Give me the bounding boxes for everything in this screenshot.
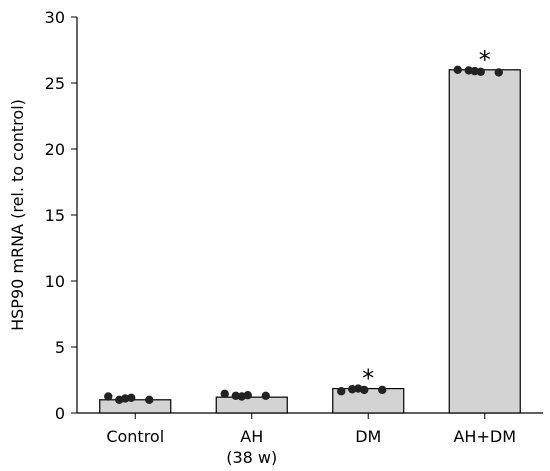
- x-tick-label: (38 w): [226, 448, 277, 467]
- significance-star: *: [362, 365, 374, 393]
- y-tick-label: 20: [45, 140, 65, 159]
- y-tick-label: 0: [55, 404, 65, 423]
- y-tick-labels: 0 5 10 15 20 25 30: [45, 8, 65, 423]
- data-points: [104, 65, 503, 404]
- data-point: [476, 67, 485, 76]
- bar: [215, 396, 288, 414]
- data-point: [494, 68, 503, 77]
- x-tick-label: Control: [106, 427, 164, 446]
- y-tick-label: 25: [45, 74, 65, 93]
- data-point: [104, 392, 113, 401]
- data-point: [337, 387, 346, 396]
- significance-markers: **: [362, 46, 491, 393]
- significance-star: *: [479, 46, 491, 74]
- data-point: [378, 385, 387, 395]
- y-tick-label: 10: [45, 272, 65, 291]
- data-point: [127, 393, 136, 403]
- data-point: [243, 390, 252, 400]
- data-point: [360, 385, 369, 395]
- data-point: [261, 391, 270, 401]
- bar: [448, 69, 521, 414]
- data-point: [145, 395, 154, 404]
- x-tick-labels: Control AH (38 w) DM AH+DM: [106, 427, 516, 467]
- bar: [99, 399, 172, 414]
- y-tick-label: 30: [45, 8, 65, 27]
- y-axis-title: HSP90 mRNA (rel. to control): [8, 99, 27, 331]
- y-tick-label: 15: [45, 206, 65, 225]
- data-point: [453, 65, 462, 75]
- x-tick-label: AH+DM: [453, 427, 516, 446]
- x-tick-label: DM: [355, 427, 381, 446]
- x-tick-label: AH: [240, 427, 263, 446]
- bars: [99, 69, 521, 414]
- data-point: [220, 389, 229, 399]
- y-tick-label: 5: [55, 338, 65, 357]
